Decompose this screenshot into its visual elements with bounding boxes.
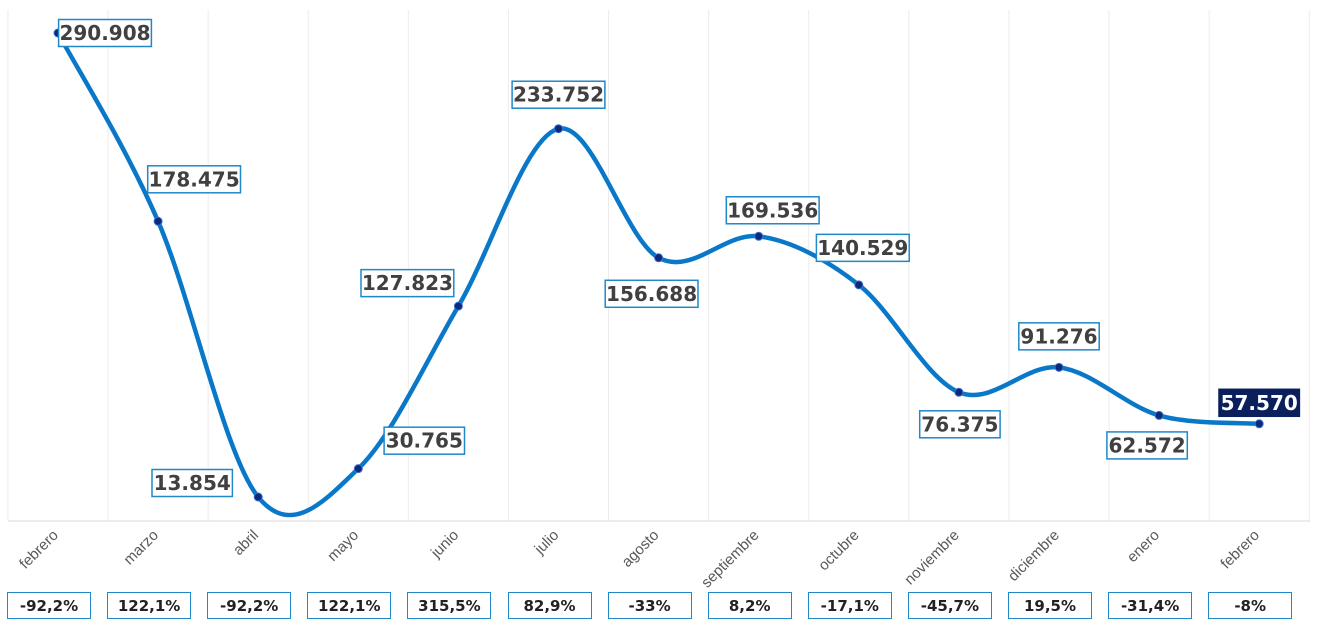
data-label: 57.570 xyxy=(1218,388,1301,418)
data-label: 62.572 xyxy=(1106,431,1189,460)
x-tick-label: junio xyxy=(427,527,462,562)
data-label-text: 233.752 xyxy=(513,83,604,107)
data-label: 140.529 xyxy=(815,233,910,263)
data-label-box xyxy=(511,80,606,109)
data-label-text: 57.570 xyxy=(1221,391,1298,415)
data-label-box xyxy=(725,196,820,225)
data-label-text: 178.475 xyxy=(149,167,240,191)
percent-change-box: -33% xyxy=(607,592,692,619)
data-label: 290.908 xyxy=(57,18,153,48)
data-point xyxy=(854,280,864,290)
percent-change-box: 122,1% xyxy=(107,592,192,619)
data-label-box xyxy=(604,279,699,309)
x-tick-label: marzo xyxy=(120,527,161,568)
x-tick-label: diciembre xyxy=(1005,527,1063,585)
data-point xyxy=(554,124,563,134)
data-label-box xyxy=(815,233,910,263)
data-point xyxy=(954,387,964,397)
data-label-text: 290.908 xyxy=(59,21,150,45)
percent-change-box: -8% xyxy=(1208,592,1293,619)
percent-change-box: -17,1% xyxy=(807,592,892,619)
data-point xyxy=(1154,410,1164,420)
data-label: 13.854 xyxy=(151,468,234,498)
percent-change-box: 315,5% xyxy=(407,592,492,619)
data-label: 233.752 xyxy=(511,80,606,109)
data-label-text: 169.536 xyxy=(727,198,818,222)
x-tick-label: febrero xyxy=(1217,527,1263,573)
data-label-text: 62.572 xyxy=(1109,433,1186,457)
data-point xyxy=(253,492,263,502)
data-label-box xyxy=(1018,322,1100,351)
percent-change-box: -45,7% xyxy=(907,592,992,619)
data-label: 30.765 xyxy=(383,426,466,455)
data-label-box xyxy=(360,268,455,298)
data-label-text: 127.823 xyxy=(362,271,453,295)
series-line xyxy=(55,30,1262,518)
data-point xyxy=(453,301,463,311)
data-label-text: 140.529 xyxy=(817,236,908,260)
data-label-text: 76.375 xyxy=(921,412,998,436)
x-tick-label: abril xyxy=(230,527,262,559)
data-label: 156.688 xyxy=(604,279,699,309)
data-point xyxy=(654,253,664,263)
data-label-box xyxy=(383,426,466,455)
x-tick-label: enero xyxy=(1124,527,1163,566)
data-label-text: 91.276 xyxy=(1020,324,1097,348)
x-tick-label: mayo xyxy=(324,527,362,565)
data-label-box xyxy=(151,468,234,498)
x-tick-label: febrero xyxy=(16,527,62,573)
data-label-text: 30.765 xyxy=(386,429,463,453)
data-point xyxy=(754,231,764,241)
percent-change-box: 82,9% xyxy=(507,592,592,619)
x-tick-label: octubre xyxy=(815,527,862,574)
x-tick-label: julio xyxy=(531,527,563,559)
data-label-box xyxy=(146,165,242,194)
data-point xyxy=(353,464,363,474)
data-label-box xyxy=(1218,388,1301,418)
data-label: 127.823 xyxy=(360,268,455,298)
percent-change-box: -31,4% xyxy=(1108,592,1193,619)
data-label-box xyxy=(1106,431,1189,460)
percent-change-box: 19,5% xyxy=(1008,592,1092,619)
percent-change-box: 122,1% xyxy=(307,592,392,619)
percent-change-box: 8,2% xyxy=(707,592,792,619)
x-tick-label: septiembre xyxy=(698,527,762,591)
data-label: 76.375 xyxy=(918,410,1001,439)
percent-change-box: -92,2% xyxy=(7,592,91,619)
data-label-box xyxy=(918,410,1001,439)
x-tick-label: agosto xyxy=(619,527,663,571)
data-point xyxy=(153,216,163,226)
data-label-text: 13.854 xyxy=(154,471,231,495)
data-point xyxy=(1054,362,1064,372)
data-label-text: 156.688 xyxy=(606,282,697,306)
data-label: 91.276 xyxy=(1018,322,1100,351)
data-label: 169.536 xyxy=(725,196,820,225)
x-tick-label: noviembre xyxy=(901,527,963,589)
data-label-box xyxy=(57,18,153,48)
percent-change-box: -92,2% xyxy=(207,592,292,619)
data-label: 178.475 xyxy=(146,165,242,194)
data-point xyxy=(1254,419,1264,429)
